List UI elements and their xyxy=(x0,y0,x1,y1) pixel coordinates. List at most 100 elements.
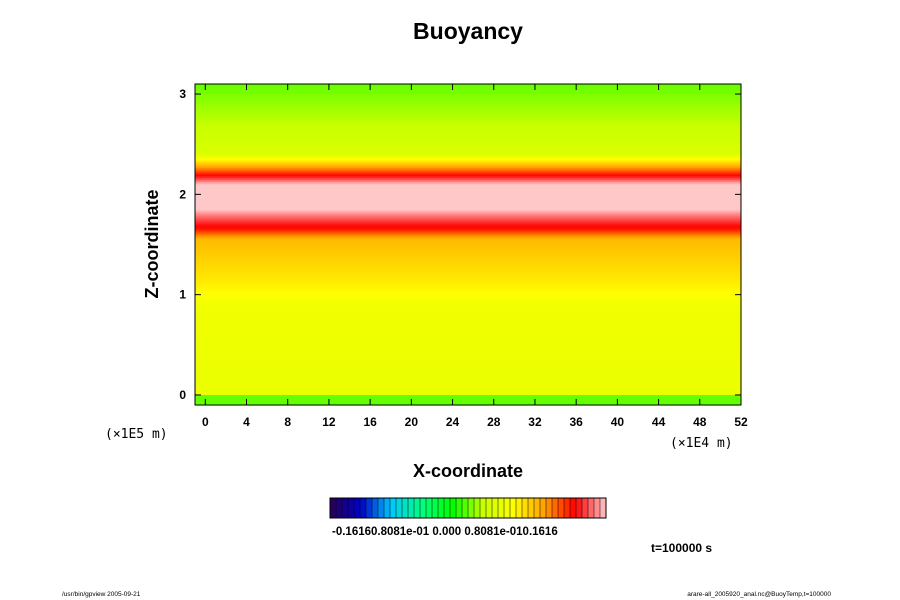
colorbar-swatch xyxy=(534,498,541,518)
heatmap-band xyxy=(195,354,741,358)
heatmap-band xyxy=(195,386,741,390)
colorbar-swatch xyxy=(600,498,607,518)
heatmap-band xyxy=(195,200,741,203)
x-tick-label: 28 xyxy=(487,415,501,429)
heatmap-band xyxy=(195,208,741,211)
heatmap-band xyxy=(195,106,741,109)
colorbar-swatch xyxy=(360,498,367,518)
heatmap-band xyxy=(195,124,741,127)
heatmap-band xyxy=(195,342,741,346)
heatmap-band xyxy=(195,402,741,406)
heatmap-band xyxy=(195,146,741,149)
colorbar-swatch xyxy=(348,498,355,518)
heatmap-band xyxy=(195,242,741,246)
heatmap-band xyxy=(195,96,741,99)
colorbar-swatch xyxy=(330,498,337,518)
heatmap-band xyxy=(195,214,741,218)
heatmap-band xyxy=(195,170,741,173)
heatmap-band xyxy=(195,252,741,256)
heatmap-band xyxy=(195,172,741,175)
heatmap-band xyxy=(195,230,741,234)
heatmap-band xyxy=(195,232,741,236)
heatmap-band xyxy=(195,112,741,115)
colorbar-swatch xyxy=(486,498,493,518)
heatmap-band xyxy=(195,182,741,185)
heatmap-band xyxy=(195,88,741,91)
heatmap-band xyxy=(195,194,741,197)
colorbar-swatch xyxy=(558,498,565,518)
heatmap-band xyxy=(195,298,741,302)
heatmap-band xyxy=(195,302,741,306)
x-tick-label: 4 xyxy=(243,415,250,429)
heatmap-band xyxy=(195,280,741,284)
heatmap-band xyxy=(195,336,741,340)
heatmap-band xyxy=(195,370,741,374)
heatmap-band xyxy=(195,390,741,394)
colorbar-swatch xyxy=(552,498,559,518)
x-tick-labels: 0 4 8 12 16 20 24 28 32 36 40 44 48 52 xyxy=(202,415,748,429)
colorbar-swatch xyxy=(492,498,499,518)
colorbar-swatch xyxy=(468,498,475,518)
x-axis-title: X-coordinate xyxy=(413,461,523,481)
y-tick-labels: 0 1 2 3 xyxy=(179,87,186,402)
heatmap-band xyxy=(195,206,741,209)
heatmap-band xyxy=(195,328,741,332)
heatmap-band xyxy=(195,356,741,360)
heatmap-band xyxy=(195,198,741,201)
heatmap-band xyxy=(195,118,741,121)
heatmap-band xyxy=(195,250,741,254)
colorbar-swatch xyxy=(528,498,535,518)
heatmap-band xyxy=(195,202,741,205)
colorbar-swatch xyxy=(342,498,349,518)
axis-ticks xyxy=(195,84,742,405)
colorbar-swatch xyxy=(384,498,391,518)
heatmap-band xyxy=(195,272,741,276)
heatmap-band xyxy=(195,372,741,376)
heatmap-band xyxy=(195,282,741,286)
x-tick-label: 0 xyxy=(202,415,209,429)
colorbar-frame xyxy=(329,497,607,519)
colorbar-swatch xyxy=(570,498,577,518)
heatmap-band xyxy=(195,340,741,344)
heatmap-band xyxy=(195,152,741,155)
heatmap-band xyxy=(195,110,741,113)
heatmap-band xyxy=(195,220,741,224)
heatmap-band xyxy=(195,380,741,384)
colorbar-swatch xyxy=(522,498,529,518)
heatmap-band xyxy=(195,308,741,312)
colorbar-swatch xyxy=(432,498,439,518)
colorbar-swatch xyxy=(540,498,547,518)
heatmap-band xyxy=(195,184,741,187)
heatmap-band xyxy=(195,150,741,153)
heatmap-band xyxy=(195,384,741,388)
colorbar-swatch xyxy=(462,498,469,518)
heatmap-band xyxy=(195,126,741,129)
heatmap-band xyxy=(195,192,741,195)
heatmap-band xyxy=(195,346,741,350)
heatmap-band xyxy=(195,130,741,133)
heatmap-band xyxy=(195,366,741,370)
heatmap-band xyxy=(195,310,741,314)
heatmap-band xyxy=(195,260,741,264)
heatmap-band xyxy=(195,294,741,298)
colorbar-swatch xyxy=(546,498,553,518)
colorbar-swatch xyxy=(336,498,343,518)
heatmap-band xyxy=(195,352,741,356)
heatmap-band xyxy=(195,400,741,404)
heatmap-band xyxy=(195,312,741,316)
heatmap-band xyxy=(195,364,741,368)
heatmap-band xyxy=(195,392,741,396)
colorbar-swatch xyxy=(420,498,427,518)
heatmap-band xyxy=(195,164,741,167)
colorbar xyxy=(330,498,607,518)
heatmap-band xyxy=(195,84,741,87)
colorbar-swatch xyxy=(450,498,457,518)
heatmap-band xyxy=(195,140,741,143)
x-tick-label: 40 xyxy=(611,415,625,429)
colorbar-swatch xyxy=(588,498,595,518)
heatmap-band xyxy=(195,224,741,228)
heatmap-band xyxy=(195,296,741,300)
heatmap-band xyxy=(195,238,741,242)
heatmap-band xyxy=(195,246,741,250)
heatmap-band xyxy=(195,156,741,159)
